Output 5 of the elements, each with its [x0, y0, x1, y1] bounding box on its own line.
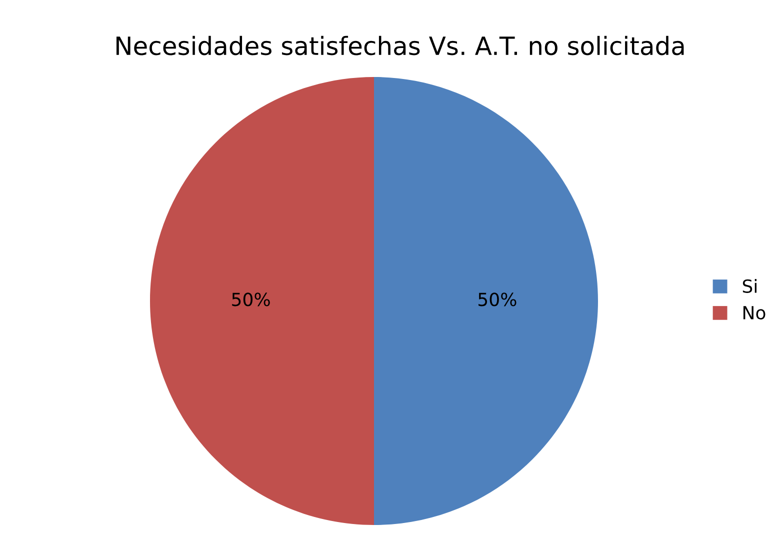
chart-title: Necesidades satisfechas Vs. A.T. no solicitada [116, 36, 684, 56]
legend-label: No [743, 306, 766, 320]
data-label: 50% [232, 292, 270, 306]
data-label: 50% [478, 292, 516, 306]
legend-label: Si [742, 279, 756, 293]
